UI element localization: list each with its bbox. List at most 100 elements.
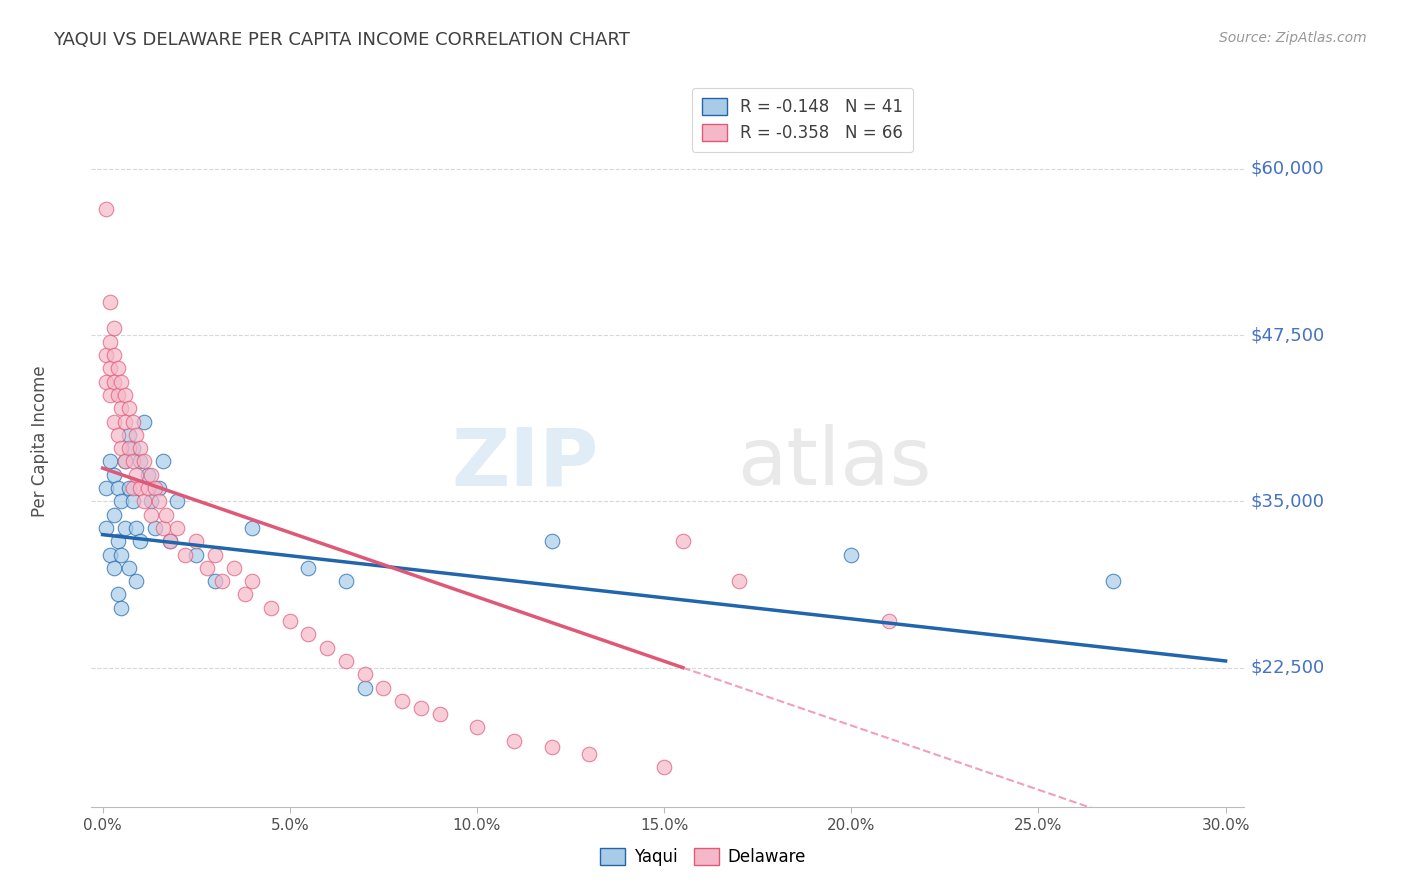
Point <box>103 375 125 389</box>
Point <box>114 454 136 468</box>
Point <box>110 548 132 562</box>
Point <box>297 561 319 575</box>
Point <box>652 760 675 774</box>
Point <box>143 481 166 495</box>
Point <box>391 694 413 708</box>
Point <box>121 441 143 455</box>
Point <box>186 534 208 549</box>
Point <box>114 415 136 429</box>
Point <box>148 494 170 508</box>
Point <box>110 441 132 455</box>
Point <box>103 415 125 429</box>
Point <box>107 388 129 402</box>
Point <box>353 667 375 681</box>
Point <box>148 481 170 495</box>
Point <box>118 561 141 575</box>
Point <box>316 640 339 655</box>
Point <box>98 548 121 562</box>
Point <box>141 467 163 482</box>
Point <box>121 481 143 495</box>
Point <box>166 521 188 535</box>
Text: $35,000: $35,000 <box>1250 492 1324 510</box>
Point <box>297 627 319 641</box>
Point <box>96 375 118 389</box>
Point <box>118 401 141 416</box>
Point <box>118 441 141 455</box>
Point <box>204 548 226 562</box>
Point <box>174 548 197 562</box>
Point <box>197 561 219 575</box>
Point <box>1102 574 1125 589</box>
Point <box>152 521 174 535</box>
Point <box>129 481 152 495</box>
Text: ZIP: ZIP <box>451 425 599 502</box>
Point <box>503 733 526 747</box>
Point <box>578 747 600 761</box>
Point <box>159 534 181 549</box>
Point <box>136 467 159 482</box>
Point <box>373 681 395 695</box>
Point <box>110 401 132 416</box>
Text: Per Capita Income: Per Capita Income <box>31 366 49 517</box>
Point <box>121 415 143 429</box>
Point <box>121 494 143 508</box>
Point <box>155 508 177 522</box>
Point <box>110 600 132 615</box>
Point <box>132 494 155 508</box>
Point <box>103 321 125 335</box>
Point <box>233 587 256 601</box>
Point <box>129 534 152 549</box>
Point <box>98 388 121 402</box>
Point <box>110 375 132 389</box>
Point <box>107 534 129 549</box>
Point <box>125 428 148 442</box>
Point <box>114 388 136 402</box>
Point <box>125 574 148 589</box>
Point <box>240 521 263 535</box>
Point <box>103 467 125 482</box>
Point <box>141 508 163 522</box>
Text: atlas: atlas <box>737 425 931 502</box>
Text: $22,500: $22,500 <box>1250 658 1324 677</box>
Point <box>409 700 432 714</box>
Point <box>98 334 121 349</box>
Point <box>96 202 118 216</box>
Point <box>672 534 695 549</box>
Point <box>141 494 163 508</box>
Point <box>540 534 562 549</box>
Point <box>429 707 451 722</box>
Legend: R = -0.148   N = 41, R = -0.358   N = 66: R = -0.148 N = 41, R = -0.358 N = 66 <box>692 87 912 153</box>
Point <box>118 428 141 442</box>
Point <box>114 454 136 468</box>
Point <box>335 574 357 589</box>
Point <box>132 415 155 429</box>
Point <box>103 561 125 575</box>
Point <box>222 561 245 575</box>
Point <box>98 361 121 376</box>
Point <box>129 454 152 468</box>
Point <box>152 454 174 468</box>
Point <box>110 494 132 508</box>
Point <box>107 481 129 495</box>
Text: Source: ZipAtlas.com: Source: ZipAtlas.com <box>1219 31 1367 45</box>
Point <box>118 481 141 495</box>
Point <box>166 494 188 508</box>
Point <box>465 721 488 735</box>
Point <box>839 548 862 562</box>
Point <box>136 481 159 495</box>
Point <box>107 361 129 376</box>
Point <box>96 481 118 495</box>
Point <box>98 294 121 309</box>
Point <box>143 521 166 535</box>
Text: $47,500: $47,500 <box>1250 326 1324 344</box>
Point <box>159 534 181 549</box>
Point <box>98 454 121 468</box>
Point <box>103 508 125 522</box>
Point <box>240 574 263 589</box>
Point <box>114 521 136 535</box>
Point <box>211 574 233 589</box>
Point <box>204 574 226 589</box>
Point <box>877 614 900 628</box>
Point <box>260 600 283 615</box>
Legend: Yaqui, Delaware: Yaqui, Delaware <box>593 841 813 873</box>
